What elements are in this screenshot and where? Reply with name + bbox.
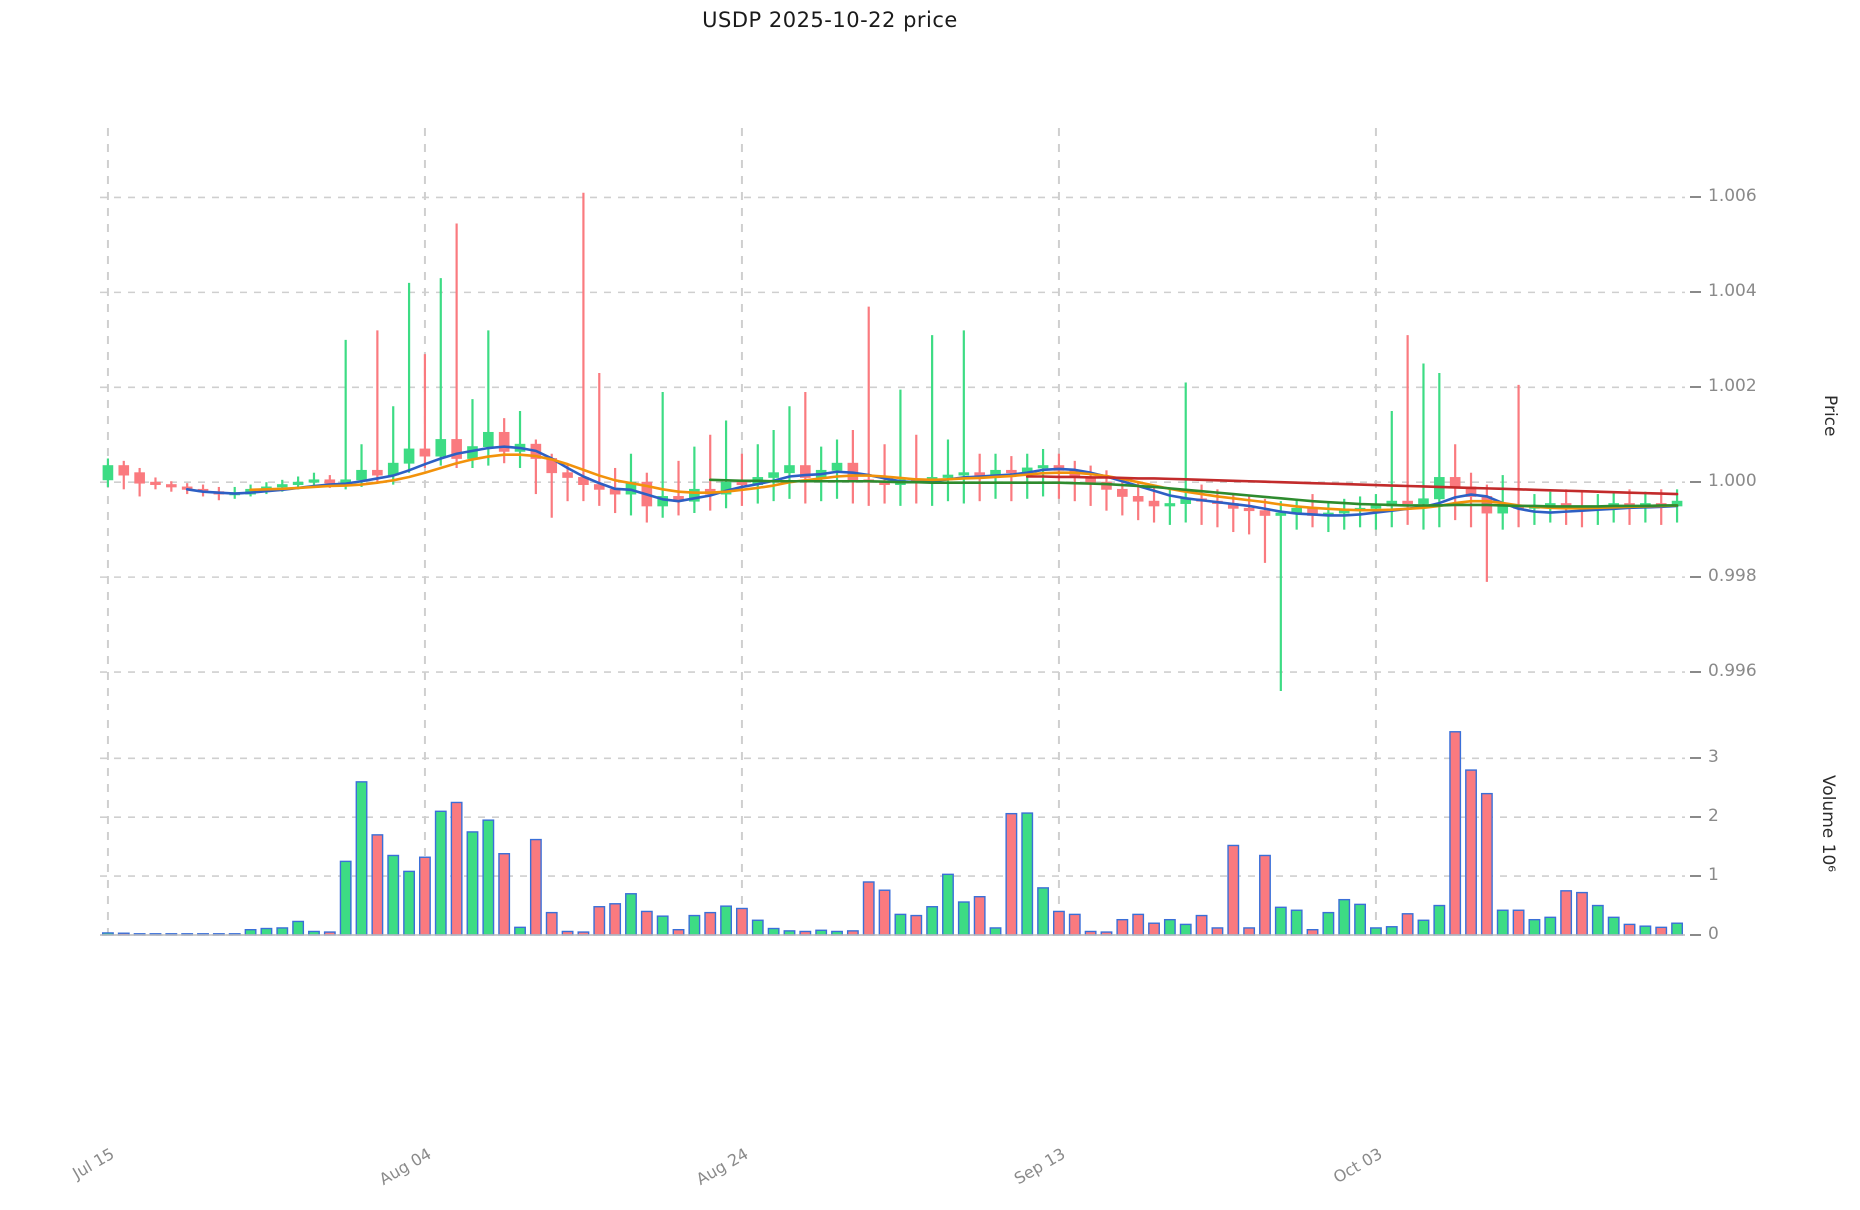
volume-panel [100, 720, 1685, 936]
tick-mark [1690, 671, 1701, 673]
volume-tick-label: 3 [1708, 747, 1719, 768]
price-tick-label: 0.996 [1708, 661, 1757, 682]
volume-tick-label: 0 [1708, 924, 1719, 944]
price-tick-label: 0.998 [1708, 566, 1757, 587]
volume-tick-label: 1 [1708, 865, 1719, 886]
tick-mark [1690, 386, 1701, 388]
tick-mark [1690, 291, 1701, 293]
tick-mark [1690, 816, 1701, 818]
tick-mark [1690, 576, 1701, 578]
tick-mark [1690, 934, 1701, 936]
tick-mark [1690, 875, 1701, 877]
price-panel [100, 128, 1685, 710]
price-axis-title: Price [1820, 395, 1840, 437]
tick-mark [1690, 481, 1701, 483]
tick-mark [1690, 757, 1701, 759]
tick-mark [1690, 196, 1701, 198]
price-tick-label: 1.000 [1708, 471, 1757, 492]
x-tick-label: Jul 15 [69, 1144, 118, 1183]
x-tick-label: Sep 13 [1010, 1144, 1069, 1189]
page-title: USDP 2025-10-22 price [702, 8, 958, 32]
volume-tick-label: 2 [1708, 806, 1719, 827]
price-tick-label: 1.004 [1708, 281, 1757, 302]
volume-plot [100, 720, 1685, 936]
x-tick-label: Aug 04 [375, 1144, 435, 1189]
price-tick-label: 1.006 [1708, 186, 1757, 207]
volume-axis-title: Volume 10⁶ [1818, 775, 1838, 873]
x-tick-label: Aug 24 [692, 1144, 752, 1189]
x-tick-label: Oct 03 [1329, 1144, 1386, 1188]
price-plot [100, 128, 1685, 710]
price-tick-label: 1.002 [1708, 376, 1757, 397]
